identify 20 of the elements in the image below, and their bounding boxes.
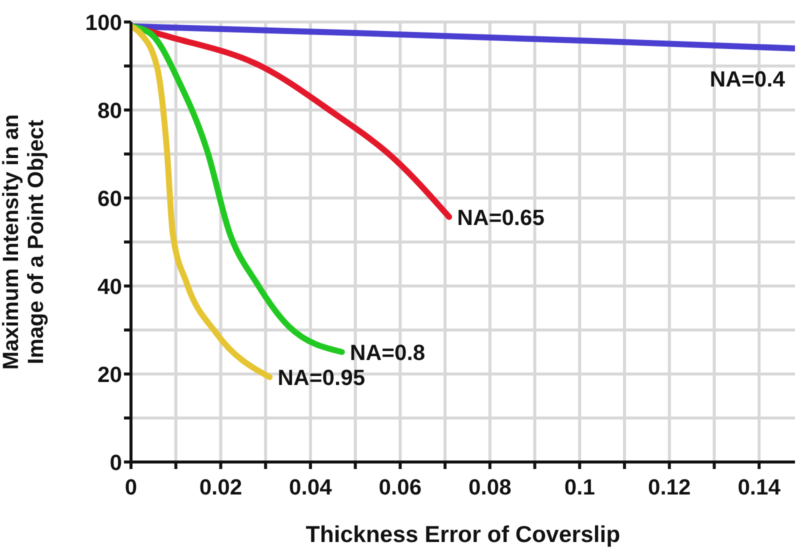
series-label: NA=0.95: [278, 365, 366, 390]
x-axis-title: Thickness Error of Coverslip: [306, 521, 620, 547]
y-tick-label: 0: [110, 450, 122, 475]
y-tick-label: 80: [98, 98, 122, 123]
y-tick-label: 60: [98, 186, 122, 211]
series-label: NA=0.8: [350, 340, 426, 365]
y-tick-label: 100: [85, 10, 122, 35]
series-label: NA=0.65: [457, 204, 545, 230]
series-label: NA=0.4: [710, 66, 786, 92]
x-tick-label: 0.06: [378, 474, 422, 500]
y-tick-label: 40: [98, 274, 122, 299]
y-axis-title: Maximum Intensity in an Image of a Point Object: [0, 114, 48, 370]
x-tick-label: 0.14: [738, 474, 782, 500]
x-tick-label: 0.02: [199, 474, 242, 500]
x-tick-label: 0.08: [468, 474, 512, 500]
x-tick-label: 0.04: [289, 474, 333, 500]
x-tick-label: 0.12: [648, 474, 691, 500]
x-tick-label: 0.1: [564, 474, 595, 500]
x-tick-label: 0: [124, 474, 138, 500]
y-tick-label: 20: [98, 362, 122, 387]
